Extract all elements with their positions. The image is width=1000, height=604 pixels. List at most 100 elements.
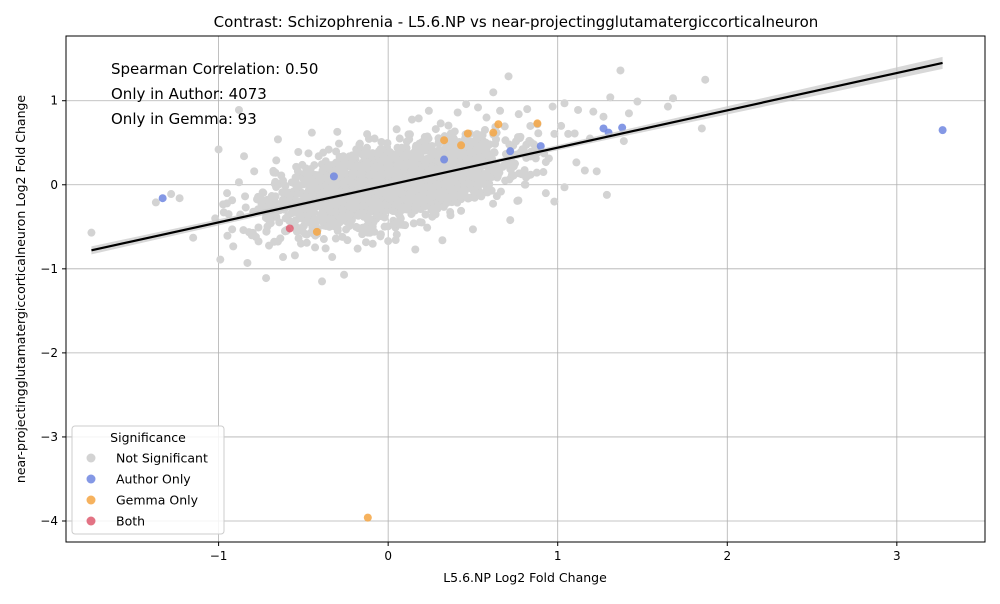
data-point-not-significant: [504, 72, 513, 81]
data-point-not-significant: [314, 152, 323, 161]
data-point-not-significant: [396, 207, 405, 216]
data-point-not-significant: [362, 143, 371, 152]
data-point-not-significant: [475, 176, 484, 185]
data-point-not-significant: [501, 176, 510, 185]
data-point-not-significant: [389, 220, 398, 229]
data-point-not-significant: [368, 239, 377, 248]
data-point-not-significant: [306, 219, 315, 228]
data-point-not-significant: [529, 140, 538, 149]
data-point-not-significant: [449, 156, 458, 165]
data-point-not-significant: [292, 162, 301, 171]
data-point-not-significant: [548, 102, 557, 111]
data-points: [87, 66, 947, 522]
data-point-gemma-only: [463, 129, 472, 138]
legend-label: Gemma Only: [116, 493, 199, 508]
legend-marker: [86, 474, 96, 484]
data-point-not-significant: [411, 245, 420, 254]
data-point-not-significant: [526, 170, 535, 179]
data-point-not-significant: [332, 147, 341, 156]
y-tick-label: −1: [40, 262, 58, 276]
data-point-not-significant: [370, 134, 379, 143]
data-point-not-significant: [332, 199, 341, 208]
data-point-not-significant: [468, 225, 477, 234]
data-point-not-significant: [453, 108, 462, 117]
data-point-not-significant: [402, 159, 411, 168]
y-tick-label: −3: [40, 430, 58, 444]
data-point-not-significant: [580, 166, 589, 175]
data-point-not-significant: [557, 121, 566, 130]
x-tick-label: −1: [210, 549, 228, 563]
data-point-not-significant: [328, 253, 337, 262]
data-point-not-significant: [404, 130, 413, 139]
y-tick-label: −2: [40, 346, 58, 360]
data-point-not-significant: [282, 189, 291, 198]
annotation-text: Spearman Correlation: 0.50: [111, 60, 318, 78]
data-point-not-significant: [429, 191, 438, 200]
legend-items: Not Significant Author Only Gemma Only Both: [86, 451, 208, 529]
data-point-not-significant: [223, 231, 232, 240]
y-axis-ticks: −4 −3 −2 −1 0 1: [40, 94, 66, 528]
data-point-not-significant: [383, 139, 392, 148]
data-point-not-significant: [189, 233, 198, 242]
legend: Significance Not Significant Author Only G…: [71, 425, 225, 535]
data-point-not-significant: [428, 212, 437, 221]
data-point-not-significant: [446, 211, 455, 220]
data-point-not-significant: [311, 201, 320, 210]
data-point-not-significant: [461, 169, 470, 178]
data-point-not-significant: [663, 102, 672, 111]
data-point-not-significant: [505, 140, 514, 149]
data-point-not-significant: [462, 100, 471, 109]
data-point-author-only: [536, 142, 545, 151]
data-point-not-significant: [592, 167, 601, 176]
y-tick-label: −4: [40, 514, 58, 528]
data-point-not-significant: [498, 162, 507, 171]
legend-marker: [86, 453, 96, 463]
data-point-not-significant: [352, 195, 361, 204]
data-point-not-significant: [316, 213, 325, 222]
data-point-gemma-only: [494, 120, 503, 129]
data-point-not-significant: [483, 151, 492, 160]
data-point-not-significant: [444, 121, 453, 130]
data-point-not-significant: [380, 213, 389, 222]
data-point-not-significant: [336, 172, 345, 181]
data-point-not-significant: [454, 191, 463, 200]
data-point-not-significant: [560, 99, 569, 108]
data-point-not-significant: [250, 167, 259, 176]
data-point-not-significant: [319, 235, 328, 244]
data-point-not-significant: [279, 176, 288, 185]
data-point-not-significant: [496, 106, 505, 115]
data-point-not-significant: [87, 228, 96, 237]
data-point-not-significant: [321, 244, 330, 253]
data-point-not-significant: [310, 182, 319, 191]
data-point-not-significant: [624, 109, 633, 118]
data-point-not-significant: [697, 124, 706, 133]
data-point-not-significant: [234, 105, 243, 114]
data-point-author-only: [938, 126, 947, 135]
x-axis-ticks: −1 0 1 2 3: [210, 542, 901, 563]
plot-frame: [65, 35, 986, 543]
data-point-not-significant: [453, 150, 462, 159]
data-point-not-significant: [423, 223, 432, 232]
data-point-not-significant: [500, 122, 509, 131]
data-point-not-significant: [290, 251, 299, 260]
data-point-not-significant: [357, 150, 366, 159]
data-point-not-significant: [214, 145, 223, 154]
data-point-not-significant: [298, 227, 307, 236]
data-point-not-significant: [265, 216, 274, 225]
data-point-not-significant: [241, 192, 250, 201]
data-point-not-significant: [368, 149, 377, 158]
regression-line: [91, 56, 943, 255]
data-point-not-significant: [428, 184, 437, 193]
data-point-not-significant: [439, 202, 448, 211]
data-point-author-only: [618, 123, 627, 132]
annotation-text: Only in Author: 4073: [111, 85, 267, 103]
data-point-not-significant: [216, 255, 225, 264]
data-point-not-significant: [412, 197, 421, 206]
data-point-not-significant: [599, 112, 608, 121]
data-point-not-significant: [457, 206, 466, 215]
data-point-both: [285, 224, 294, 233]
data-point-not-significant: [514, 196, 523, 205]
data-point-not-significant: [386, 194, 395, 203]
data-point-not-significant: [541, 158, 550, 167]
